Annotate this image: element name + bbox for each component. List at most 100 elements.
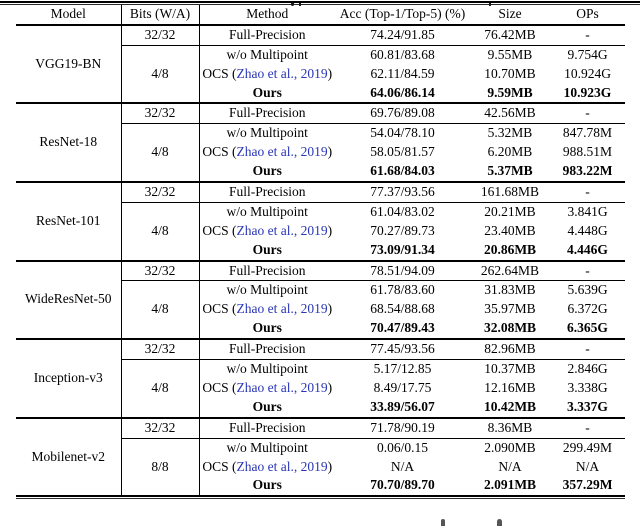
- caption-cropped-fragment: [299, 3, 301, 6]
- size-cell: 76.42MB: [470, 24, 550, 46]
- citation-link[interactable]: Zhao et al., 2019: [236, 65, 328, 81]
- bits-cell: 32/32: [120, 180, 199, 203]
- acc-cell: 78.51/94.09: [335, 259, 470, 282]
- size-cell: N/A: [498, 458, 522, 474]
- acc-cell: 60.81/83.68: [370, 46, 435, 62]
- size-cell: 10.37MB: [484, 361, 536, 377]
- ops-cell: 5.639G: [567, 282, 608, 298]
- table-row: OCS (Zhao et al., 2019) 8.49/17.75 12.16…: [16, 378, 625, 398]
- method-cell: Ours: [198, 83, 335, 104]
- results-table: Model Bits (W/A) Method Acc (Top-1/Top-5…: [16, 5, 625, 496]
- column-header-size: Size: [470, 5, 550, 26]
- acc-cell: 70.70/89.70: [370, 477, 435, 493]
- citation-link[interactable]: Zhao et al., 2019: [236, 222, 328, 238]
- method-cell: Full-Precision: [198, 180, 335, 203]
- acc-cell: 69.76/89.08: [335, 102, 470, 125]
- model-cell: Mobilenet-v2: [16, 416, 121, 496]
- bits-cell: 4/8: [120, 359, 199, 418]
- ops-cell: 10.923G: [563, 84, 612, 100]
- ops-cell: 983.22M: [562, 163, 613, 179]
- table-row: 4/8 w/o Multipoint 54.04/78.10 5.32MB 84…: [16, 123, 625, 183]
- table-row: 4/8 w/o Multipoint 61.78/83.60 31.83MB 5…: [16, 280, 625, 340]
- acc-cell: 5.17/12.85: [373, 361, 432, 377]
- acc-cell: 77.37/93.56: [335, 180, 470, 203]
- method-cell: Full-Precision: [198, 259, 335, 282]
- acc-cell: 70.27/89.73: [370, 222, 435, 238]
- method-cell: Full-Precision: [198, 24, 335, 46]
- size-cell: 5.32MB: [487, 125, 533, 141]
- citation-link[interactable]: Zhao et al., 2019: [236, 144, 328, 160]
- acc-cell: 61.78/83.60: [370, 282, 435, 298]
- model-cell: ResNet-101: [16, 181, 121, 261]
- method-cell: w/o Multipoint: [198, 123, 335, 144]
- acc-cell: 0.06/0.15: [376, 439, 428, 455]
- bits-cell: 8/8: [120, 438, 199, 496]
- acc-cell: 74.24/91.85: [335, 24, 470, 46]
- method-cell: OCS (Zhao et al., 2019): [198, 300, 335, 320]
- size-cell: 2.091MB: [483, 477, 537, 493]
- table-row: OCS (Zhao et al., 2019) 68.54/88.68 35.9…: [16, 300, 625, 320]
- table-row: 4/8 w/o Multipoint 61.04/83.02 20.21MB 3…: [16, 202, 625, 261]
- ops-cell: 4.448G: [567, 222, 608, 238]
- citation-link[interactable]: Zhao et al., 2019: [236, 379, 328, 395]
- acc-cell: 62.11/84.59: [370, 65, 435, 81]
- acc-cell: 73.09/91.34: [370, 241, 435, 257]
- method-cell: OCS (Zhao et al., 2019): [198, 221, 335, 241]
- ops-cell: 988.51M: [562, 144, 613, 160]
- bits-cell: 32/32: [120, 102, 199, 125]
- ops-cell: -: [550, 102, 625, 125]
- size-cell: 20.86MB: [483, 241, 537, 257]
- table-row: 4/8 w/o Multipoint 60.81/83.68 9.55MB 9.…: [16, 45, 625, 104]
- bits-cell: 32/32: [120, 24, 199, 46]
- ops-cell: 6.365G: [567, 320, 608, 336]
- acc-cell: 58.05/81.57: [370, 144, 435, 160]
- footnote-cropped-fragment: [441, 519, 445, 526]
- bits-cell: 32/32: [120, 416, 199, 439]
- table-row: Ours 73.09/91.34 20.86MB 4.446G: [16, 240, 625, 261]
- footnote-cropped-fragment: [497, 519, 502, 526]
- column-header-method: Method: [198, 5, 335, 26]
- acc-cell: 8.49/17.75: [373, 379, 432, 395]
- table-row: Mobilenet-v2 32/32 Full-Precision 71.78/…: [16, 416, 625, 496]
- table-row: Ours 61.68/84.03 5.37MB 983.22M: [16, 162, 625, 183]
- method-cell: w/o Multipoint: [198, 438, 335, 458]
- method-cell: Ours: [198, 162, 335, 183]
- size-cell: 42.56MB: [470, 102, 550, 125]
- citation-link[interactable]: Zhao et al., 2019: [236, 301, 328, 317]
- ops-cell: 3.337G: [567, 398, 608, 414]
- table-row: Ours 70.70/89.70 2.091MB 357.29M: [16, 476, 625, 496]
- table-row: ResNet-18 32/32 Full-Precision 69.76/89.…: [16, 102, 625, 183]
- ops-cell: -: [550, 338, 625, 361]
- size-cell: 161.68MB: [470, 180, 550, 203]
- method-cell: Ours: [198, 319, 335, 340]
- table-row: OCS (Zhao et al., 2019) 70.27/89.73 23.4…: [16, 221, 625, 241]
- table-row: Inception-v3 32/32 Full-Precision 77.45/…: [16, 338, 625, 418]
- citation-link[interactable]: Zhao et al., 2019: [236, 458, 328, 474]
- ops-cell: 10.924G: [564, 65, 611, 81]
- table-row: 8/8 w/o Multipoint 0.06/0.15 2.090MB 299…: [16, 438, 625, 496]
- acc-cell: 68.54/88.68: [370, 301, 435, 317]
- ops-cell: N/A: [575, 458, 600, 474]
- ops-cell: -: [550, 259, 625, 282]
- bits-cell: 4/8: [120, 202, 199, 261]
- column-header-ops: OPs: [550, 5, 625, 26]
- size-cell: 31.83MB: [484, 282, 536, 298]
- table-row: Ours 33.89/56.07 10.42MB 3.337G: [16, 397, 625, 418]
- method-cell: Ours: [198, 476, 335, 496]
- model-cell: Inception-v3: [16, 338, 121, 418]
- method-cell: w/o Multipoint: [198, 202, 335, 222]
- size-cell: 20.21MB: [484, 203, 536, 219]
- ops-cell: 9.754G: [567, 46, 608, 62]
- table-row: WideResNet-50 32/32 Full-Precision 78.51…: [16, 259, 625, 340]
- bits-cell: 32/32: [120, 259, 199, 282]
- method-cell: OCS (Zhao et al., 2019): [198, 378, 335, 398]
- table-top-rule-thick: [0, 1, 640, 3]
- column-header-acc: Acc (Top-1/Top-5) (%): [335, 5, 470, 26]
- ops-cell: 6.372G: [567, 301, 608, 317]
- size-cell: 35.97MB: [484, 301, 536, 317]
- column-header-model: Model: [16, 5, 121, 26]
- acc-cell: 61.04/83.02: [370, 203, 435, 219]
- ops-cell: 847.78M: [562, 125, 613, 141]
- method-cell: Full-Precision: [198, 416, 335, 439]
